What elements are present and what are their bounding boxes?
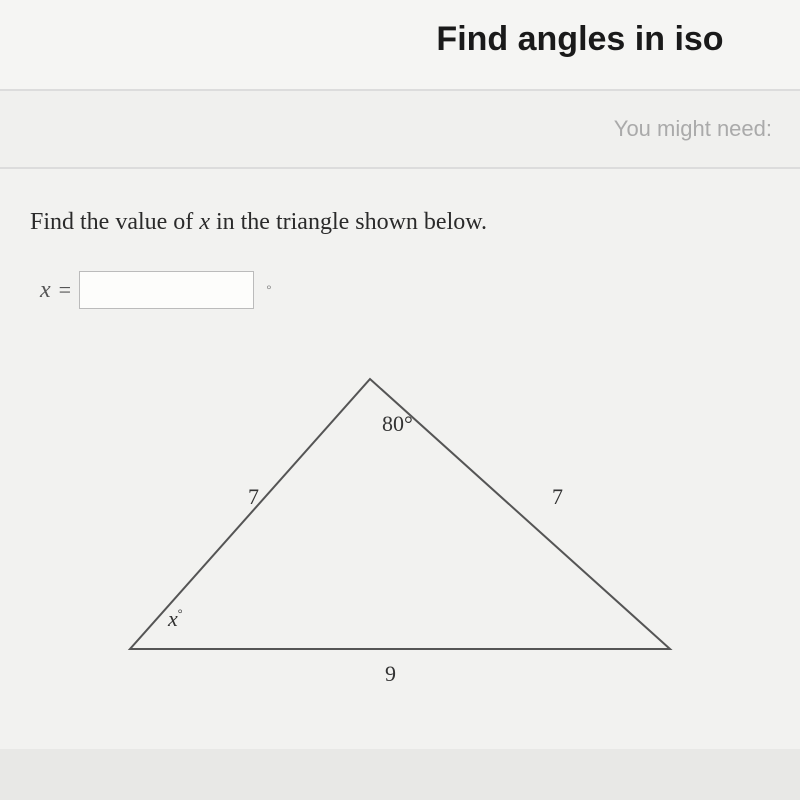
x-angle-label: x° <box>168 606 183 632</box>
question-suffix: in the triangle shown below. <box>216 209 487 235</box>
equals-sign: = <box>59 277 71 303</box>
apex-angle-label: 80° <box>382 411 413 437</box>
x-variable: x <box>168 606 178 631</box>
answer-input[interactable] <box>79 271 254 309</box>
page-title: Find angles in iso <box>0 20 800 59</box>
question-prefix: Find the value of <box>30 209 193 235</box>
you-might-need-text: You might need: <box>0 116 800 142</box>
header-region: Find angles in iso <box>0 0 800 91</box>
right-side-label: 7 <box>552 484 563 510</box>
question-variable: x <box>199 209 210 235</box>
sub-header: You might need: <box>0 91 800 169</box>
left-side-label: 7 <box>248 484 259 510</box>
question-text: Find the value of x in the triangle show… <box>30 209 770 236</box>
answer-row: x = ° <box>30 271 770 309</box>
base-label: 9 <box>385 661 396 687</box>
content-area: Find the value of x in the triangle show… <box>0 169 800 749</box>
x-degree: ° <box>178 607 183 621</box>
degree-unit: ° <box>266 282 272 298</box>
x-label: x <box>40 277 51 304</box>
triangle-diagram: 80° 7 7 x° 9 <box>100 369 700 709</box>
